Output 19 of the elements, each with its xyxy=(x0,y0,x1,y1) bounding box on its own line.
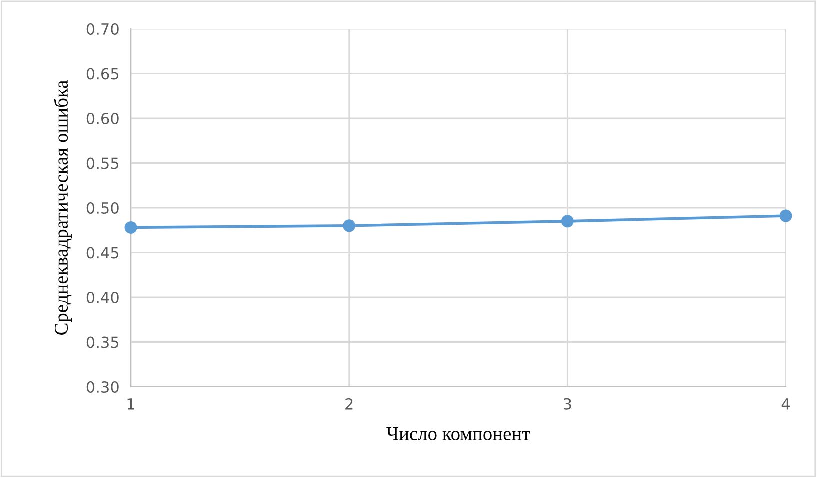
x-tick-label: 2 xyxy=(346,398,353,410)
x-tick-label: 1 xyxy=(128,398,134,410)
x-axis-title: Число компонент xyxy=(386,428,530,440)
y-tick-label: 0.60 xyxy=(86,112,119,125)
y-tick-label: 0.50 xyxy=(86,202,119,214)
y-tick-label: 0.30 xyxy=(86,381,119,394)
x-tick-label: 3 xyxy=(564,398,572,410)
point xyxy=(343,220,356,232)
point xyxy=(561,215,574,228)
x-tick-label: 4 xyxy=(782,398,790,410)
y-axis-title: Среднеквадратическая ошибка xyxy=(54,80,72,335)
y-tick-label: 0.45 xyxy=(86,247,119,259)
y-tick-label: 0.70 xyxy=(86,23,119,36)
y-tick-label: 0.65 xyxy=(86,68,119,80)
y-tick-label: 0.40 xyxy=(86,292,119,304)
y-tick-label: 0.35 xyxy=(86,336,119,348)
point xyxy=(780,210,792,222)
point xyxy=(124,221,138,234)
y-tick-label: 0.55 xyxy=(86,158,119,170)
